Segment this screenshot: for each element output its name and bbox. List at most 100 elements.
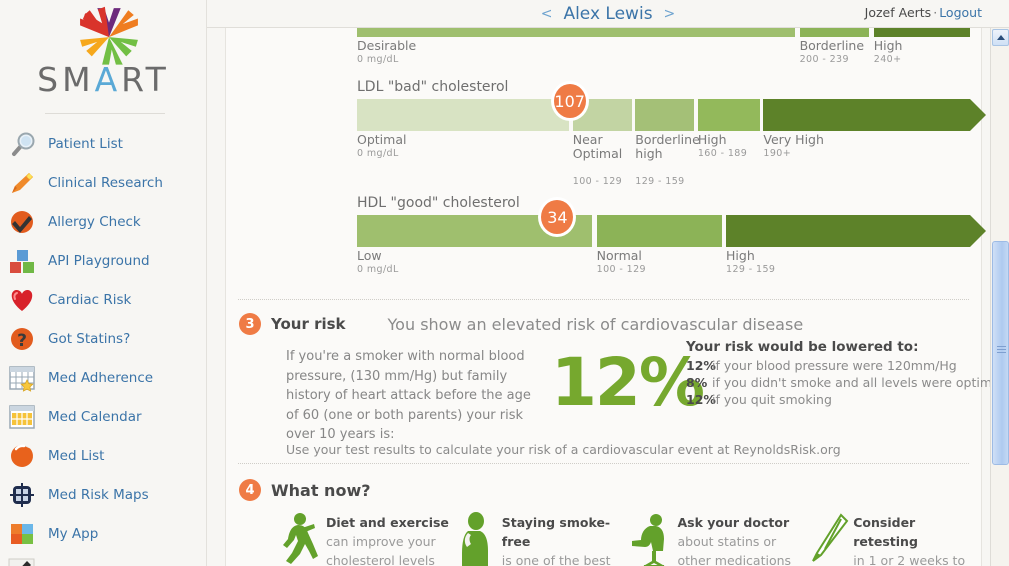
section-divider: [238, 463, 969, 464]
main-scroll-area[interactable]: Desirable 0 mg/dL Borderline 200 - 239 H…: [207, 28, 990, 566]
sidebar-item-med-list[interactable]: Med List: [0, 436, 207, 475]
tile-body: about statins or other medications that …: [677, 534, 792, 566]
heart-icon: [7, 285, 37, 315]
bar-track: [357, 28, 970, 37]
label-range: 190+: [763, 148, 792, 159]
sidebar-item-label: Got Statins?: [48, 330, 131, 347]
risk-footnote: Use your test results to calculate your …: [286, 442, 841, 457]
tile-heading: Diet and exercise: [326, 515, 449, 530]
brand-name-sm: SM: [37, 60, 95, 99]
sidebar-item-got-statins[interactable]: ? Got Statins?: [0, 319, 207, 358]
top-header: < Alex Lewis > Jozef Aerts · Logout: [207, 0, 1009, 28]
label-range: 100 - 129: [596, 264, 647, 275]
pill-sphere-icon: [7, 441, 37, 471]
risk-lowered-pct: 12%: [686, 392, 716, 407]
sidebar-item-label: Med Adherence: [48, 369, 154, 386]
bar-segment: [726, 215, 970, 247]
marker-value: 34: [547, 207, 568, 227]
brand-logo[interactable]: SMART: [0, 0, 207, 105]
section-title: Your risk: [271, 315, 346, 333]
sidebar-item-extra[interactable]: [0, 553, 207, 566]
step-badge-3: 3: [239, 313, 261, 335]
tile-text: Staying smoke-free is one of the best wa…: [502, 511, 630, 566]
runner-icon: [278, 511, 326, 566]
pencil-icon: [7, 168, 37, 198]
chart-title: LDL "bad" cholesterol: [357, 79, 509, 95]
risk-lowered-item: 12%if your blood pressure were 120mm/Hg: [686, 357, 986, 374]
bar-label: Low 0 mg/dL: [357, 249, 399, 276]
bar-segment: [873, 28, 970, 37]
magnifier-icon: [7, 129, 37, 159]
bar-label: Desirable 0 mg/dL: [357, 39, 416, 66]
sidebar-item-med-adherence[interactable]: Med Adherence: [0, 358, 207, 397]
value-marker-ldl: 107: [550, 81, 589, 121]
doctor-icon: [630, 511, 678, 566]
bar-label: Near Optimal 100 - 129: [572, 132, 625, 188]
sidebar-item-label: Med Calendar: [48, 408, 142, 425]
sidebar-item-med-risk-maps[interactable]: Med Risk Maps: [0, 475, 207, 514]
label-text: High: [726, 248, 755, 263]
user-separator: ·: [933, 5, 938, 20]
previous-patient-button[interactable]: <: [540, 6, 553, 22]
sidebar-item-cardiac-risk[interactable]: Cardiac Risk: [0, 280, 207, 319]
user-account-area: Jozef Aerts · Logout: [865, 5, 982, 20]
smart-flower-logo-icon: [80, 6, 138, 65]
label-text: Normal: [596, 248, 642, 263]
patient-name[interactable]: Alex Lewis: [563, 4, 653, 24]
marker-value: 107: [554, 91, 585, 111]
next-patient-button[interactable]: >: [663, 6, 676, 22]
tile-heading: Consider retesting: [853, 515, 918, 549]
bar-label: Optimal 0 mg/dL: [357, 133, 447, 160]
sidebar-item-clinical-research[interactable]: Clinical Research: [0, 163, 207, 202]
label-text: Borderline high: [635, 132, 700, 161]
logout-link[interactable]: Logout: [939, 5, 982, 20]
sidebar-item-patient-list[interactable]: Patient List: [0, 124, 207, 163]
brand-wordmark: SMART: [0, 63, 207, 97]
tile-text: Diet and exercise can improve your chole…: [326, 511, 454, 566]
bar-labels: Desirable 0 mg/dL Borderline 200 - 239 H…: [357, 37, 970, 73]
scroll-up-button[interactable]: [992, 29, 1009, 46]
what-now-tiles: Diet and exercise can improve your chole…: [226, 501, 981, 566]
sidebar-item-label: Clinical Research: [48, 174, 163, 191]
label-text: Near Optimal: [572, 132, 623, 161]
tile-body: is one of the best ways to improve your …: [501, 553, 611, 566]
tile-heading: Ask your doctor: [677, 515, 790, 530]
sidebar-item-med-calendar[interactable]: Med Calendar: [0, 397, 207, 436]
tile-staying-smoke-free: Staying smoke-free is one of the best wa…: [454, 511, 630, 566]
label-range: 0 mg/dL: [357, 148, 399, 159]
your-risk-header: 3 Your risk You show an elevated risk of…: [226, 300, 981, 335]
patient-switcher: < Alex Lewis >: [207, 0, 1009, 28]
tile-body: in 1 or 2 weeks to exclude a temporary s…: [853, 553, 966, 566]
bar-segment: [357, 99, 570, 131]
brand-name-rt: RT: [121, 60, 170, 99]
sidebar-item-my-app[interactable]: My App: [0, 514, 207, 553]
section-subtitle: You show an elevated risk of cardiovascu…: [387, 314, 804, 334]
risk-percentage: 12%: [551, 344, 705, 421]
scrollbar-thumb[interactable]: [992, 241, 1009, 465]
label-text: Desirable: [357, 38, 417, 53]
label-range: 129 - 159: [726, 264, 776, 275]
tile-diet-and-exercise: Diet and exercise can improve your chole…: [278, 511, 454, 566]
sidebar-item-label: Allergy Check: [48, 213, 141, 230]
risk-lowered-item: 12%if you quit smoking: [686, 391, 986, 408]
vertical-scrollbar[interactable]: [990, 28, 1009, 566]
sidebar-item-allergy-check[interactable]: Allergy Check: [0, 202, 207, 241]
sidebar-divider: [45, 113, 165, 114]
your-risk-body: If you're a smoker with normal blood pre…: [226, 335, 990, 463]
risk-lowered-text: if your blood pressure were 120mm/Hg: [712, 358, 957, 373]
risk-lowered-title: Your risk would be lowered to:: [686, 339, 919, 355]
risk-paragraph: If you're a smoker with normal blood pre…: [286, 349, 531, 442]
label-range: 200 - 239: [799, 54, 849, 65]
brand-name-a: A: [94, 60, 122, 99]
bar-track: 34: [357, 197, 986, 247]
sidebar: SMART Patient List: [0, 0, 207, 566]
person-icon: [454, 511, 502, 566]
tile-body: can improve your cholesterol levels: [326, 534, 436, 566]
sidebar-item-api-playground[interactable]: API Playground: [0, 241, 207, 280]
calendar-icon: [7, 402, 37, 432]
step-badge-4: 4: [239, 479, 261, 501]
bar-label: Borderline 200 - 239: [800, 39, 864, 66]
tile-text: Ask your doctor about statins or other m…: [678, 511, 806, 566]
risk-lowered-text: if you quit smoking: [712, 392, 832, 407]
risk-lowered-panel: Your risk would be lowered to: 12%if you…: [686, 339, 990, 408]
